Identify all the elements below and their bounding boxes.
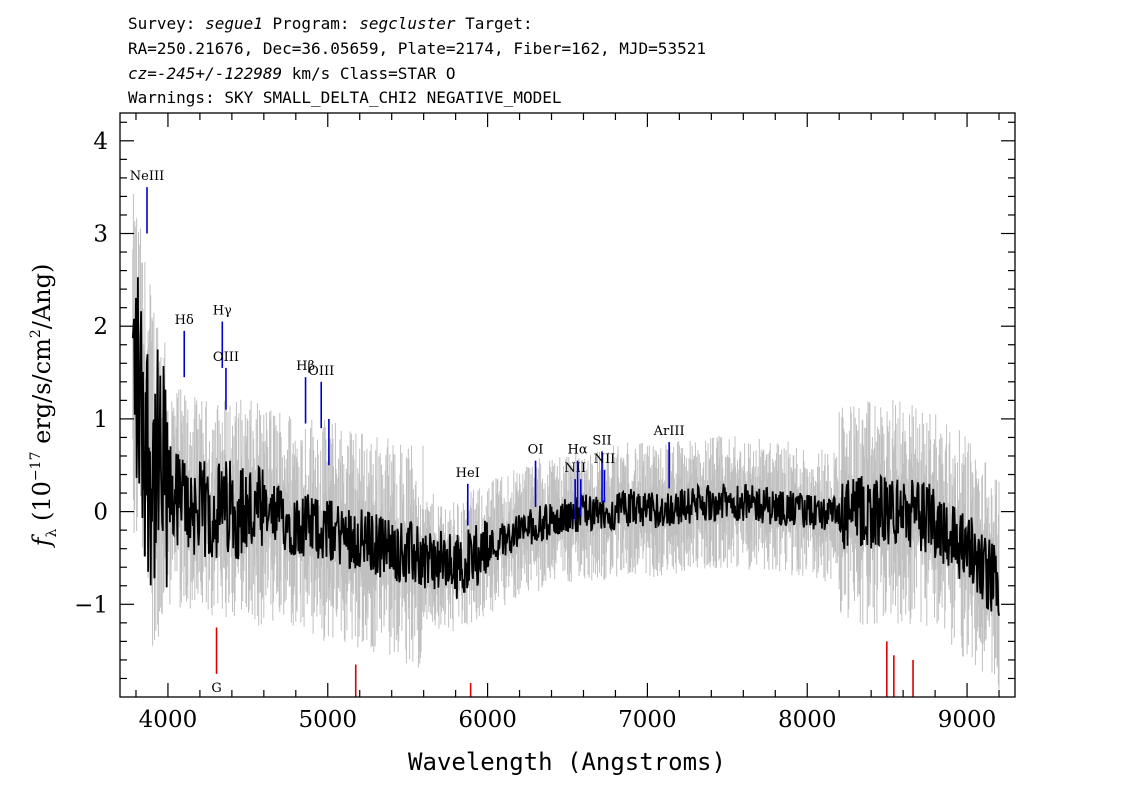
emission-line-label: HeI <box>456 466 480 481</box>
header-line-4: Warnings: SKY SMALL_DELTA_CHI2 NEGATIVE_… <box>128 88 562 107</box>
y-tick-label: 4 <box>93 129 108 155</box>
y-tick-label: 2 <box>93 314 108 340</box>
header-line-1: Survey: segue1 Program: segcluster Targe… <box>128 14 533 33</box>
emission-line-label: Hγ <box>213 304 232 319</box>
x-tick-label: 8000 <box>778 707 837 733</box>
emission-line-label: Hβ <box>296 359 315 374</box>
x-tick-label: 7000 <box>618 707 677 733</box>
survey-label: Survey: <box>128 14 206 33</box>
survey-value: segue1 <box>205 14 263 33</box>
header-line-2: RA=250.21676, Dec=36.05659, Plate=2174, … <box>128 39 706 58</box>
absorption-line-label: G <box>211 681 221 696</box>
emission-line-label: Hα <box>568 443 588 458</box>
y-axis-label: fλ (10−17 erg/s/cm2/Ang) <box>28 264 60 549</box>
y-tick-label: 3 <box>93 222 108 248</box>
emission-line-label: SII <box>592 433 611 448</box>
x-axis-label: Wavelength (Angstroms) <box>408 748 726 776</box>
emission-line-label: NII <box>594 452 616 467</box>
spectral-lines: NeIIIHδHγOIIIHβOIIIHeIOINIIHαSIINIIArIII… <box>130 169 914 697</box>
emission-line-label: OIII <box>213 350 239 365</box>
y-tick-label: 0 <box>93 500 108 526</box>
target-label: Target: <box>455 14 533 33</box>
header-line-3: cz=-245+/-122989 km/s Class=STAR O <box>128 64 456 83</box>
emission-line-label: Hδ <box>175 313 194 328</box>
plot-frame <box>119 112 1016 698</box>
svg-text:fλ (10−17 erg/s/cm2/Ang): fλ (10−17 erg/s/cm2/Ang) <box>28 264 60 549</box>
y-tick-label: −1 <box>74 592 108 618</box>
x-tick-label: 6000 <box>458 707 517 733</box>
x-tick-label: 5000 <box>298 707 357 733</box>
flux-line <box>131 277 1000 616</box>
x-tick-label: 9000 <box>938 707 997 733</box>
emission-line-label: NeIII <box>130 169 164 184</box>
class-text: km/s Class=STAR O <box>282 64 456 83</box>
cz-value: cz=-245+/-122989 <box>128 64 283 83</box>
program-label: Program: <box>262 14 360 33</box>
axis-ticks: 4000 5000 6000 7000 8000 9000 −1 0 1 2 3 4 <box>74 113 1015 733</box>
emission-line-label: ArIII <box>653 424 685 439</box>
flux-spectrum <box>131 277 1000 616</box>
x-tick-label: 4000 <box>139 707 198 733</box>
emission-line-label: NII <box>564 461 586 476</box>
emission-line-label: OI <box>528 443 544 458</box>
program-value: segcluster <box>359 14 456 33</box>
error-spectrum <box>132 193 1000 690</box>
y-tick-label: 1 <box>93 407 108 433</box>
emission-line-label: OIII <box>308 364 334 379</box>
error-band <box>132 193 1000 690</box>
